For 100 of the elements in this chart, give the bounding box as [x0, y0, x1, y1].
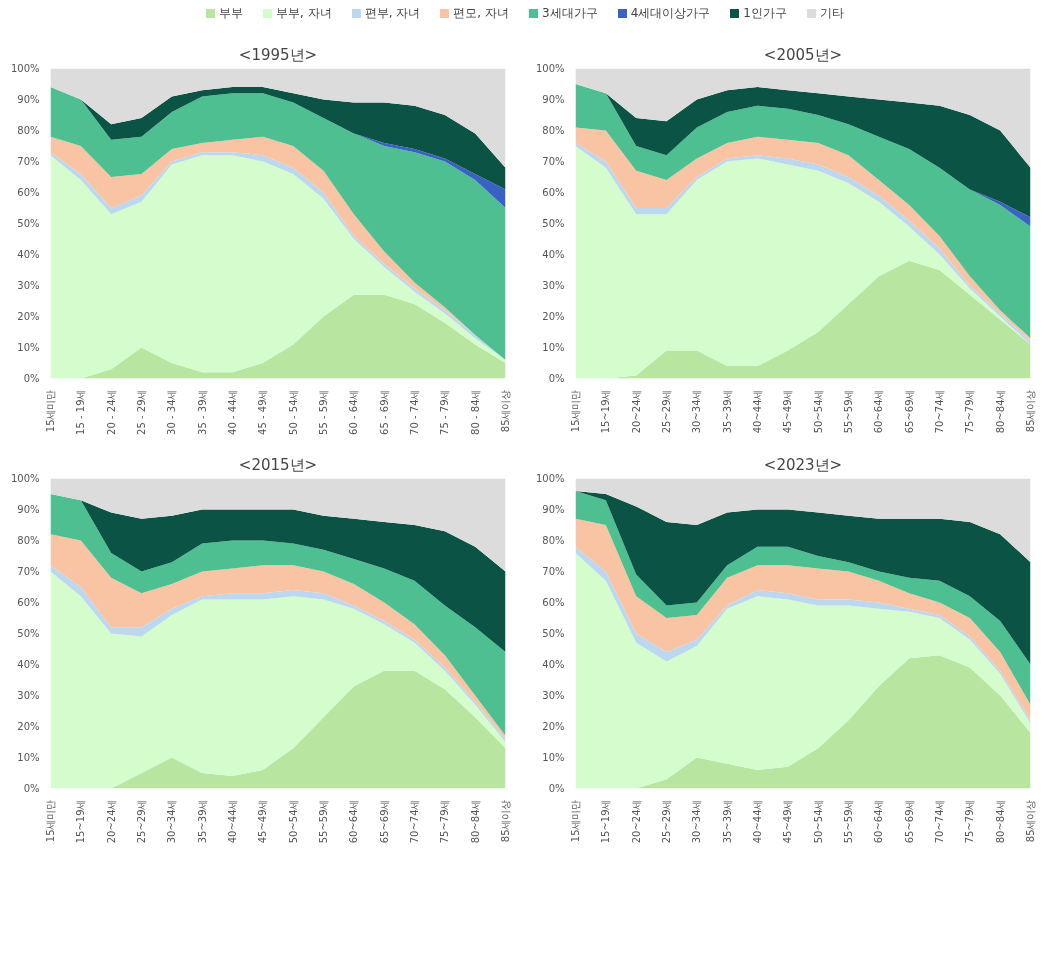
y-tick-label: 10%: [17, 342, 40, 354]
chart-title: <1995년>: [238, 45, 318, 64]
y-tick-label: 50%: [17, 218, 40, 230]
y-tick-label: 30%: [17, 280, 40, 292]
x-tick-label: 20 - 24세: [105, 389, 117, 436]
x-tick-label: 50 - 54세: [287, 389, 299, 436]
x-tick-label: 60~64세: [348, 799, 360, 844]
x-tick-label: 30 - 34세: [166, 389, 178, 436]
x-tick-label: 35~39세: [721, 799, 733, 844]
x-tick-label: 80~84세: [994, 389, 1006, 434]
y-tick-label: 10%: [542, 342, 565, 354]
x-tick-label: 15~19세: [600, 389, 612, 434]
x-tick-label: 30~34세: [691, 799, 703, 844]
x-tick-label: 45~49세: [782, 799, 794, 844]
y-tick-label: 100%: [535, 63, 565, 75]
x-tick-label: 25~29세: [661, 389, 672, 434]
y-tick-label: 90%: [542, 94, 565, 106]
y-tick-label: 90%: [542, 504, 565, 516]
legend-label: 1인가구: [743, 5, 787, 22]
y-tick-label: 70%: [17, 566, 40, 578]
y-tick-label: 70%: [542, 156, 565, 168]
x-tick-label: 25 - 29세: [136, 389, 147, 436]
y-tick-label: 0%: [548, 783, 565, 795]
x-tick-label: 70~74세: [934, 389, 945, 434]
y-tick-label: 20%: [17, 311, 40, 323]
x-tick-label: 85세이상: [1025, 389, 1036, 433]
y-tick-label: 40%: [17, 249, 40, 261]
x-tick-label: 50~54세: [812, 799, 824, 844]
x-tick-label: 65~69세: [903, 389, 915, 434]
y-tick-label: 60%: [17, 597, 40, 609]
x-tick-label: 70~74세: [934, 799, 945, 844]
x-tick-label: 40~44세: [227, 799, 238, 844]
chart-title: <2023년>: [763, 455, 843, 474]
y-tick-label: 0%: [548, 373, 565, 385]
x-tick-label: 45~49세: [782, 389, 794, 434]
x-tick-label: 45 - 49세: [257, 389, 269, 436]
x-tick-label: 70~74세: [409, 799, 420, 844]
x-tick-label: 15~19세: [75, 799, 87, 844]
y-tick-label: 10%: [542, 752, 565, 764]
x-tick-label: 20~24세: [105, 799, 117, 844]
y-tick-label: 20%: [17, 721, 40, 733]
y-tick-label: 80%: [17, 125, 40, 137]
x-tick-label: 85세이상: [500, 799, 511, 843]
x-tick-label: 15세미만: [570, 389, 581, 433]
x-tick-label: 15 - 19세: [75, 389, 87, 436]
y-tick-label: 90%: [17, 94, 40, 106]
x-tick-label: 70 - 74세: [409, 389, 420, 436]
x-tick-label: 80~84세: [469, 799, 481, 844]
x-tick-label: 20~24세: [630, 389, 642, 434]
y-tick-label: 50%: [542, 218, 565, 230]
legend-label: 편부, 자녀: [364, 5, 421, 22]
y-tick-label: 40%: [542, 659, 565, 671]
y-tick-label: 90%: [17, 504, 40, 516]
legend-label: 부부: [219, 5, 244, 22]
legend-label: 부부, 자녀: [276, 5, 332, 22]
y-tick-label: 100%: [10, 63, 40, 75]
x-tick-label: 25~29세: [661, 799, 672, 844]
y-tick-label: 60%: [17, 187, 40, 199]
legend-label: 기타: [819, 5, 844, 22]
x-tick-label: 75 - 79세: [439, 389, 451, 436]
x-tick-label: 55 - 59세: [318, 389, 329, 436]
x-tick-label: 60 - 64세: [348, 389, 360, 436]
y-tick-label: 100%: [10, 473, 40, 485]
x-tick-label: 75~79세: [964, 389, 976, 434]
y-tick-label: 20%: [542, 311, 565, 323]
y-tick-label: 0%: [23, 373, 40, 385]
y-tick-label: 30%: [542, 280, 565, 292]
x-tick-label: 40 - 44세: [227, 389, 238, 436]
x-tick-label: 35~39세: [196, 799, 208, 844]
y-tick-label: 50%: [542, 628, 565, 640]
y-tick-label: 60%: [542, 597, 565, 609]
x-tick-label: 35 - 39세: [196, 389, 208, 436]
x-tick-label: 30~34세: [691, 389, 703, 434]
x-tick-label: 40~44세: [752, 389, 763, 434]
y-tick-label: 30%: [17, 690, 40, 702]
x-tick-label: 50~54세: [812, 389, 824, 434]
x-tick-label: 55~59세: [843, 389, 854, 434]
x-tick-label: 65 - 69세: [378, 389, 390, 436]
y-tick-label: 80%: [17, 535, 40, 547]
x-tick-label: 55~59세: [318, 799, 329, 844]
y-tick-label: 0%: [23, 783, 40, 795]
legend-label: 편모, 자녀: [453, 5, 509, 22]
y-tick-label: 70%: [17, 156, 40, 168]
x-tick-label: 15세미만: [570, 799, 581, 843]
x-tick-label: 65~69세: [903, 799, 915, 844]
x-tick-label: 80 - 84세: [469, 389, 481, 436]
x-tick-label: 20~24세: [630, 799, 642, 844]
x-tick-label: 15~19세: [600, 799, 612, 844]
x-tick-label: 15세미만: [45, 799, 56, 843]
x-tick-label: 50~54세: [287, 799, 299, 844]
y-tick-label: 30%: [542, 690, 565, 702]
y-tick-label: 50%: [17, 628, 40, 640]
y-tick-label: 100%: [535, 473, 565, 485]
x-tick-label: 55~59세: [843, 799, 854, 844]
x-tick-label: 15세미만: [45, 389, 56, 433]
x-tick-label: 85세이상: [500, 389, 511, 433]
y-tick-label: 10%: [17, 752, 40, 764]
y-tick-label: 40%: [542, 249, 565, 261]
y-tick-label: 40%: [17, 659, 40, 671]
x-tick-label: 75~79세: [964, 799, 976, 844]
